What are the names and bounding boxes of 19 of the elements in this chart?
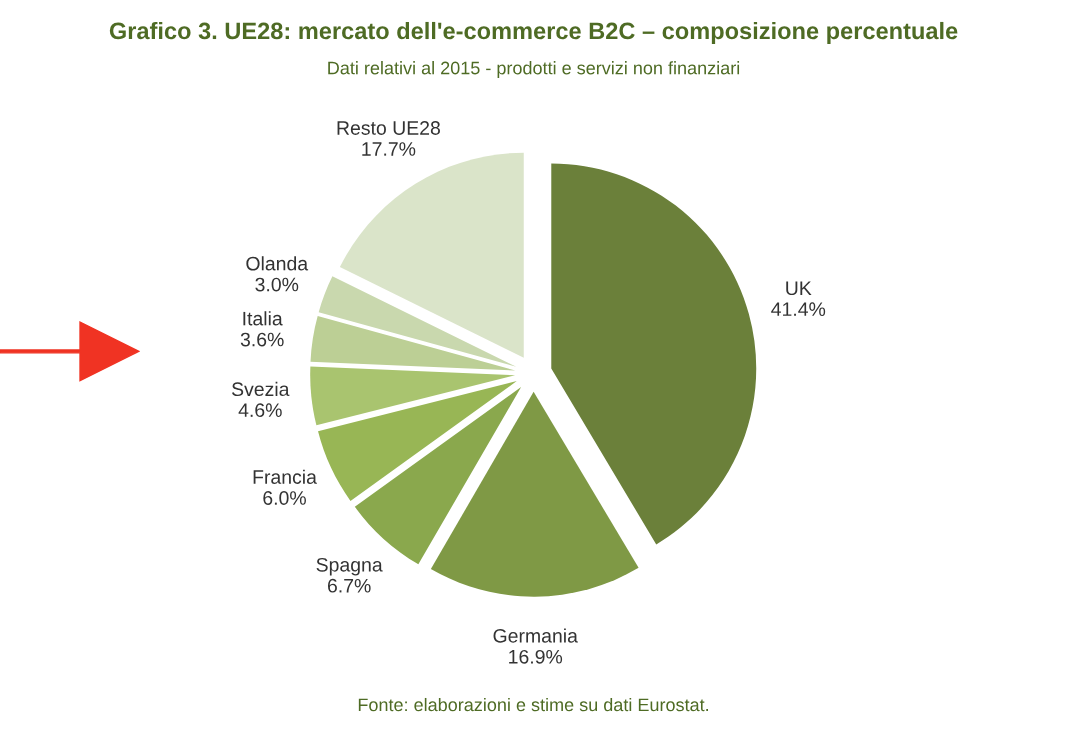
data-label: 3.0% — [255, 277, 299, 292]
data-label: 16.9% — [509, 649, 563, 664]
data-label: 4.6% — [238, 403, 282, 418]
slice-label: Svezia — [231, 381, 290, 397]
data-label: 17.7% — [362, 142, 416, 156]
chart-title: Grafico 3. UE28: mercato dell'e-commerce B2C – composizione percentuale — [109, 21, 958, 44]
slice-label: Spagna — [316, 557, 383, 576]
data-label: 6.7% — [327, 578, 371, 593]
chart-subtitle: Dati relativi al 2015 - prodotti e servizi non finanziari — [328, 61, 740, 78]
data-label: 6.0% — [263, 491, 306, 505]
slice-label: Olanda — [246, 256, 309, 271]
slice-label: Germania — [493, 628, 578, 643]
source-note: Fonte: elaborazioni e stime su dati Eurostat. — [358, 697, 708, 712]
slice-label: Francia — [253, 469, 317, 484]
slice-label: Italia — [243, 311, 283, 326]
slice-label: UK — [786, 281, 812, 296]
slice-label: Resto UE28 — [337, 121, 440, 135]
data-label: 3.6% — [240, 332, 284, 347]
data-label: 41.4% — [771, 302, 826, 316]
